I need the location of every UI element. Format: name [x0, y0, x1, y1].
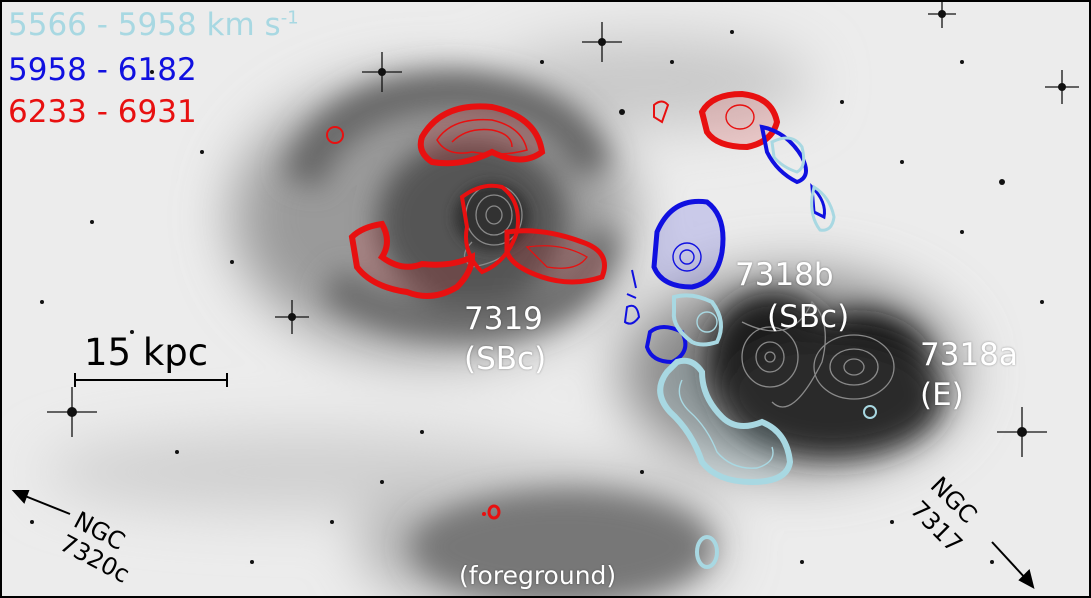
- legend-item-lightblue: 5566 - 5958 km s-1: [8, 8, 299, 43]
- scale-bar-label: 15 kpc: [84, 331, 209, 374]
- label-ngc7318b-type: (SBc): [767, 299, 850, 335]
- optical-contours: [463, 184, 895, 408]
- label-ngc7318b-name: 7318b: [735, 257, 834, 293]
- label-ngc7319-name: 7319: [464, 301, 543, 337]
- label-foreground: (foreground): [459, 561, 617, 590]
- hi-contours-blue: [623, 124, 826, 365]
- legend-item-blue: 5958 - 6182: [8, 52, 197, 88]
- arrow-ngc7320c: [11, 490, 71, 515]
- label-ngc7319-type: (SBc): [464, 341, 547, 377]
- ngc7320-foreground: [412, 492, 712, 596]
- hi-contours-lightblue: [657, 136, 877, 569]
- arrow-ngc7317: [991, 541, 1035, 589]
- legend-lightblue-text: 5566 - 5958 km s: [8, 7, 281, 43]
- scale-bar-line: [74, 373, 228, 387]
- label-ngc7318a-name: 7318a: [920, 337, 1018, 373]
- star-spikes: [47, 2, 1079, 457]
- legend-item-red: 6233 - 6931: [8, 94, 197, 130]
- hi-contours-red: [326, 90, 781, 520]
- label-ngc7318a-type: (E): [920, 377, 964, 413]
- legend-lightblue-sup: -1: [280, 7, 299, 29]
